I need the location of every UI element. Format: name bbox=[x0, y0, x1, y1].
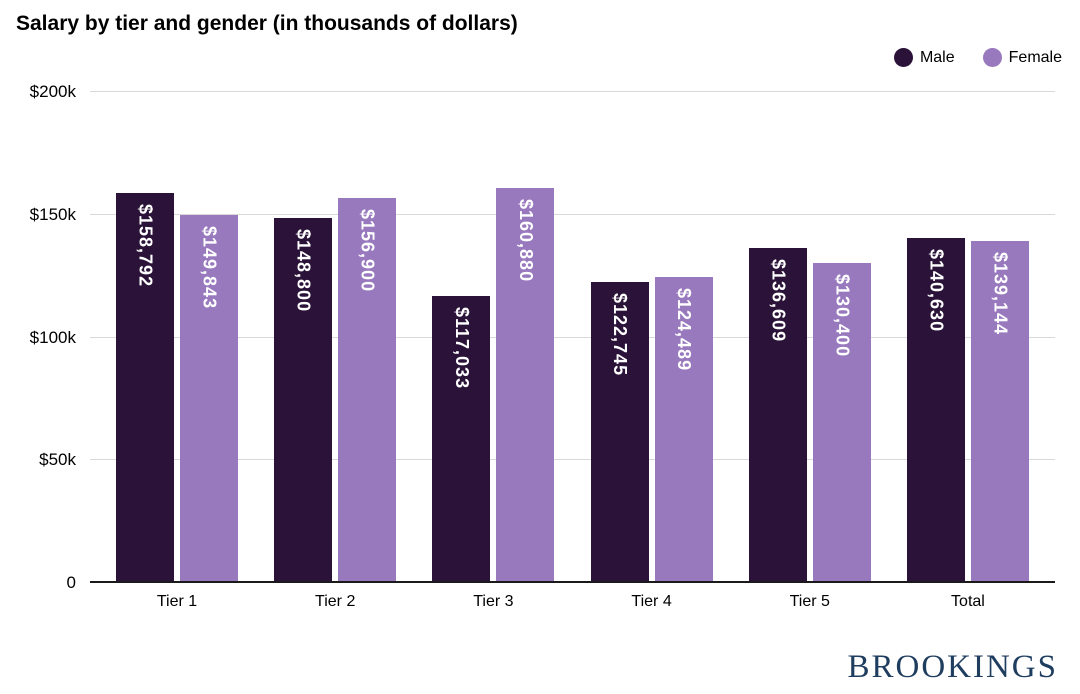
gridline bbox=[90, 91, 1055, 92]
bar-male-tier-4[interactable]: $122,745 bbox=[590, 281, 649, 583]
x-tick-label: Total bbox=[951, 593, 985, 610]
bar-value-label: $136,609 bbox=[768, 258, 789, 342]
bar-groups: $158,792 $149,843 Tier 1 $148,800 $156,900 Ti… bbox=[90, 92, 1055, 610]
x-tick-label: Tier 4 bbox=[631, 593, 672, 610]
brookings-logo: BROOKINGS bbox=[847, 649, 1058, 685]
x-axis-line bbox=[90, 581, 1055, 583]
bar-female-tier-5[interactable]: $130,400 bbox=[812, 262, 871, 583]
bar-female-tier-4[interactable]: $124,489 bbox=[654, 277, 713, 583]
legend-item-female[interactable]: Female bbox=[982, 48, 1062, 67]
bar-value-label: $160,880 bbox=[515, 199, 536, 283]
y-tick-label: 0 bbox=[66, 573, 76, 592]
male-swatch-icon bbox=[893, 48, 913, 67]
x-tick-label: Tier 2 bbox=[315, 593, 356, 610]
bar-male-tier-2[interactable]: $148,800 bbox=[274, 217, 333, 583]
bar-value-label: $117,033 bbox=[451, 306, 472, 389]
x-tick-label: Tier 5 bbox=[789, 593, 830, 610]
bar-value-label: $158,792 bbox=[135, 204, 156, 288]
legend-label-male: Male bbox=[919, 48, 955, 66]
bar-male-tier-3[interactable]: $117,033 bbox=[432, 295, 491, 583]
chart-title: Salary by tier and gender (in thousands … bbox=[16, 12, 518, 35]
bar-value-label: $130,400 bbox=[832, 273, 853, 357]
y-tick-label: $100k bbox=[29, 327, 76, 347]
bar-value-label: $122,745 bbox=[610, 292, 631, 376]
bar-value-label: $140,630 bbox=[926, 248, 947, 332]
bar-group-tier-5: $136,609 $130,400 Tier 5 bbox=[748, 92, 871, 610]
bar-group-tier-4: $122,745 $124,489 Tier 4 bbox=[590, 92, 713, 610]
bar-value-label: $149,843 bbox=[199, 226, 220, 310]
bar-value-label: $139,144 bbox=[990, 252, 1011, 336]
legend-label-female: Female bbox=[1008, 48, 1062, 66]
x-tick-label: Tier 3 bbox=[473, 593, 514, 610]
legend: Male Female bbox=[893, 48, 1062, 67]
gridline bbox=[90, 336, 1055, 338]
x-tick-label: Tier 1 bbox=[156, 593, 198, 610]
bar-female-total[interactable]: $139,144 bbox=[970, 241, 1029, 583]
bar-group-total: $140,630 $139,144 Total bbox=[906, 92, 1029, 610]
bar-group-tier-3: $117,033 $160,880 Tier 3 bbox=[432, 92, 555, 610]
gridline bbox=[90, 213, 1055, 215]
gridline bbox=[90, 459, 1055, 461]
bar-value-label: $124,489 bbox=[674, 288, 695, 372]
legend-item-male[interactable]: Male bbox=[893, 48, 955, 67]
y-tick-label: $150k bbox=[29, 204, 76, 224]
bar-group-tier-1: $158,792 $149,843 Tier 1 bbox=[116, 92, 238, 610]
female-swatch-icon bbox=[982, 48, 1002, 67]
y-tick-label: $50k bbox=[39, 450, 76, 470]
bar-male-tier-5[interactable]: $136,609 bbox=[748, 247, 807, 583]
bar-male-tier-1[interactable]: $158,792 bbox=[116, 193, 174, 583]
bar-value-label: $156,900 bbox=[357, 208, 378, 292]
bar-female-tier-3[interactable]: $160,880 bbox=[496, 188, 555, 583]
plot-area: $158,792 $149,843 Tier 1 $148,800 $156,900 Ti… bbox=[90, 91, 1055, 610]
bar-value-label: $148,800 bbox=[293, 228, 314, 312]
bar-female-tier-1[interactable]: $149,843 bbox=[180, 215, 238, 583]
bar-group-tier-2: $148,800 $156,900 Tier 2 bbox=[274, 92, 397, 610]
y-axis: 0 $50k $100k $150k $200k bbox=[0, 82, 82, 592]
y-tick-label: $200k bbox=[29, 82, 76, 101]
bar-female-tier-2[interactable]: $156,900 bbox=[338, 197, 397, 583]
bar-male-total[interactable]: $140,630 bbox=[906, 237, 965, 583]
